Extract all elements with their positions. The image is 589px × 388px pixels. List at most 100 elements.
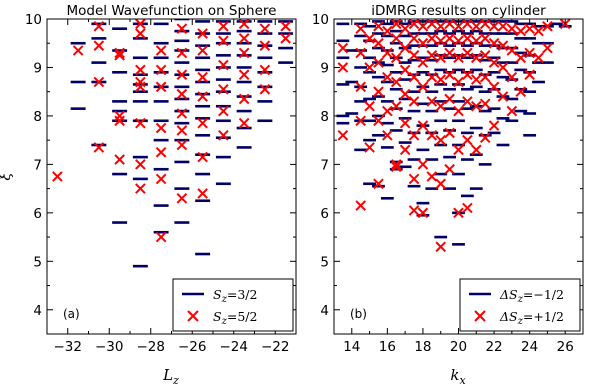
data-marks xyxy=(336,19,572,253)
data-cross xyxy=(238,69,250,81)
x-tick-label: −32 xyxy=(54,339,83,355)
data-cross xyxy=(93,20,105,32)
data-cross xyxy=(364,100,375,112)
data-cross xyxy=(515,86,527,97)
y-tick-label: 7 xyxy=(33,157,42,173)
data-cross xyxy=(506,105,518,117)
data-cross xyxy=(155,173,167,185)
data-cross xyxy=(390,161,402,173)
data-cross xyxy=(497,20,509,32)
data-cross xyxy=(373,57,384,68)
data-cross xyxy=(176,125,188,136)
data-cross xyxy=(488,20,500,32)
data-cross xyxy=(355,200,366,211)
y-tick-label: 5 xyxy=(320,254,329,270)
data-cross xyxy=(176,69,188,81)
x-tick-label: 14 xyxy=(343,339,360,355)
x-tick-label: −24 xyxy=(220,339,249,355)
x-tick-label: −26 xyxy=(178,339,207,355)
data-cross xyxy=(337,62,349,73)
data-cross xyxy=(533,25,544,37)
data-cross xyxy=(155,122,167,134)
data-cross xyxy=(238,19,250,30)
data-cross xyxy=(382,130,393,141)
data-cross xyxy=(355,23,366,34)
data-cross xyxy=(218,130,229,141)
series-2 xyxy=(52,19,291,243)
data-cross xyxy=(373,86,384,97)
data-cross xyxy=(462,134,473,146)
x-tick-label: −28 xyxy=(137,339,166,355)
data-cross xyxy=(373,37,384,49)
data-cross xyxy=(524,69,535,81)
data-cross xyxy=(197,151,208,163)
data-cross xyxy=(399,23,411,34)
x-axis-label: Lz xyxy=(162,366,179,387)
data-cross xyxy=(408,33,420,44)
data-cross xyxy=(462,33,473,44)
data-cross xyxy=(218,35,229,47)
data-cross xyxy=(259,23,271,34)
y-tick-label: 8 xyxy=(320,109,329,125)
data-cross xyxy=(515,52,527,64)
data-cross xyxy=(426,33,438,44)
data-cross xyxy=(399,88,411,100)
data-cross xyxy=(259,40,271,51)
data-cross xyxy=(417,81,429,93)
data-cross xyxy=(176,108,188,119)
legend-cross-marker xyxy=(474,310,486,322)
series-1 xyxy=(336,20,572,246)
data-cross xyxy=(155,81,167,93)
y-tick-label: 4 xyxy=(33,303,42,319)
data-cross xyxy=(408,173,420,185)
data-cross xyxy=(497,91,509,102)
data-marks xyxy=(52,19,294,268)
series-1 xyxy=(70,19,294,268)
data-cross xyxy=(135,159,146,170)
x-tick-label: −22 xyxy=(261,339,290,355)
data-cross xyxy=(417,20,429,32)
data-cross xyxy=(390,52,402,64)
panel-tag: (b) xyxy=(350,307,367,321)
legend-cross-marker xyxy=(187,310,199,322)
data-cross xyxy=(399,42,411,54)
data-cross xyxy=(453,105,464,117)
data-cross xyxy=(399,144,411,156)
data-cross xyxy=(382,105,393,117)
y-tick-label: 6 xyxy=(33,206,42,222)
data-cross xyxy=(135,183,146,194)
panel-tag: (a) xyxy=(63,307,80,321)
x-tick-label: 22 xyxy=(485,339,502,355)
chart-title: Model Wavefunction on Sphere xyxy=(67,3,277,19)
y-tick-label: 9 xyxy=(33,60,42,76)
data-cross xyxy=(114,115,125,127)
data-cross xyxy=(435,20,447,32)
data-cross xyxy=(426,171,438,182)
data-cross xyxy=(453,144,464,156)
data-cross xyxy=(417,207,429,219)
data-cross xyxy=(497,62,509,73)
data-cross xyxy=(135,64,146,76)
data-cross xyxy=(176,193,188,204)
data-cross xyxy=(218,59,229,71)
data-cross xyxy=(355,115,366,127)
data-cross xyxy=(462,47,473,59)
legend: ΔSz=−1/2 ΔSz=+1/2 xyxy=(459,278,581,332)
data-cross xyxy=(453,35,464,47)
data-cross xyxy=(280,33,291,44)
data-cross xyxy=(426,50,438,61)
data-cross xyxy=(444,69,455,81)
data-cross xyxy=(197,45,208,56)
data-cross xyxy=(462,19,473,30)
data-cross xyxy=(382,71,393,83)
data-cross xyxy=(114,50,125,61)
data-cross xyxy=(238,33,250,44)
data-cross xyxy=(462,69,473,81)
data-cross xyxy=(399,64,411,76)
data-cross xyxy=(417,120,429,131)
data-cross xyxy=(488,120,500,131)
data-cross xyxy=(497,40,509,51)
data-cross xyxy=(373,178,384,190)
data-cross xyxy=(444,127,455,139)
